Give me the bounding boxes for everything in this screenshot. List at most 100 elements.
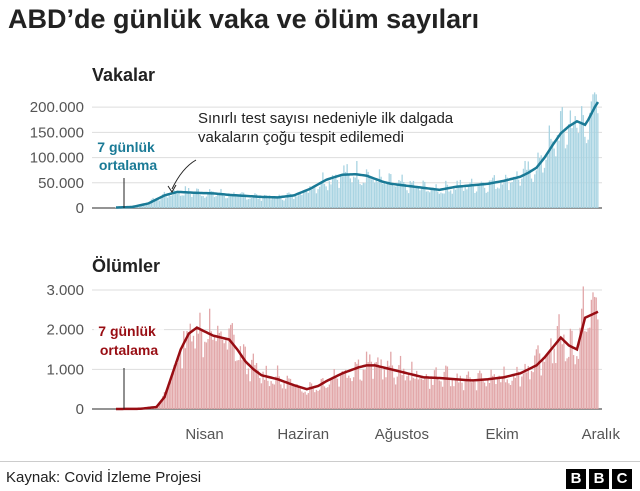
deaths-daily-bar xyxy=(192,335,195,409)
deaths-daily-bar xyxy=(462,390,465,409)
cases-annotation-arrow xyxy=(171,159,197,190)
cases-daily-bar xyxy=(330,184,332,208)
cases-daily-bar xyxy=(483,187,486,208)
cases-daily-bar xyxy=(217,193,219,208)
deaths-daily-bar xyxy=(568,356,570,409)
cases-daily-bar xyxy=(433,190,436,208)
cases-daily-bar xyxy=(569,110,572,208)
deaths-daily-bar xyxy=(576,356,578,409)
deaths-daily-bar xyxy=(566,358,568,409)
cases-daily-bar xyxy=(218,192,221,208)
deaths-y-tick-label: 1.000 xyxy=(46,361,84,378)
deaths-daily-bar xyxy=(204,341,206,409)
deaths-daily-bar xyxy=(503,366,505,409)
cases-daily-bar xyxy=(568,123,570,208)
cases-daily-bar xyxy=(286,193,288,208)
cases-daily-bar xyxy=(359,184,361,208)
cases-daily-bar xyxy=(364,183,366,208)
cases-daily-bar xyxy=(503,181,505,208)
cases-daily-bar xyxy=(466,189,468,208)
deaths-daily-bar xyxy=(259,378,261,409)
cases-y-tick-label: 0 xyxy=(76,200,84,217)
deaths-daily-bar xyxy=(435,367,437,409)
cases-daily-bar xyxy=(479,184,481,208)
deaths-daily-bar xyxy=(505,382,507,409)
deaths-daily-bar xyxy=(299,388,301,409)
cases-daily-bar xyxy=(296,196,298,208)
deaths-daily-bar xyxy=(207,339,209,409)
deaths-daily-bar xyxy=(401,375,403,409)
cases-daily-bar xyxy=(262,197,264,208)
deaths-daily-bar xyxy=(380,359,382,409)
cases-daily-bar xyxy=(152,197,154,208)
deaths-daily-bar xyxy=(373,362,376,409)
cases-daily-bar xyxy=(215,196,217,208)
cases-daily-bar xyxy=(375,180,377,208)
cases-daily-bar xyxy=(534,174,536,208)
deaths-daily-bar xyxy=(352,377,355,409)
cases-daily-bar xyxy=(542,172,544,208)
cases-daily-bar xyxy=(361,185,363,208)
cases-daily-bar xyxy=(289,193,292,208)
cases-daily-bar xyxy=(323,183,326,208)
cases-daily-bar xyxy=(564,148,567,208)
cases-daily-bar xyxy=(559,111,562,208)
cases-daily-bar xyxy=(210,191,212,208)
cases-daily-bar xyxy=(471,178,473,208)
deaths-daily-bar xyxy=(474,380,476,409)
cases-daily-bar xyxy=(223,195,225,208)
cases-daily-bar xyxy=(563,132,565,208)
cases-daily-bar xyxy=(496,187,499,208)
cases-daily-bar xyxy=(181,195,183,208)
deaths-daily-bar xyxy=(340,375,342,409)
cases-daily-bar xyxy=(469,182,471,208)
cases-daily-bar xyxy=(492,177,494,208)
deaths-daily-bar xyxy=(500,382,502,409)
cases-daily-bar xyxy=(230,195,232,208)
deaths-daily-bar xyxy=(348,375,350,409)
deaths-daily-bar xyxy=(170,381,172,409)
deaths-daily-bar xyxy=(582,286,584,409)
cases-daily-bar xyxy=(369,176,371,208)
deaths-daily-bar xyxy=(574,364,576,409)
bbc-logo: B B C xyxy=(566,469,632,489)
deaths-daily-bar xyxy=(577,358,580,409)
cases-daily-bar xyxy=(142,204,144,208)
deaths-daily-bar xyxy=(178,354,180,409)
deaths-daily-bar xyxy=(547,353,549,409)
cases-daily-bar xyxy=(349,178,352,208)
deaths-daily-bar xyxy=(509,384,512,409)
deaths-daily-bar xyxy=(200,331,203,409)
cases-daily-bar xyxy=(115,207,117,208)
cases-daily-bar xyxy=(390,174,392,208)
cases-daily-bar xyxy=(537,152,539,208)
cases-daily-bar xyxy=(407,193,410,208)
cases-daily-bar xyxy=(576,127,578,208)
deaths-daily-bar xyxy=(537,345,539,409)
deaths-daily-bar xyxy=(466,374,468,409)
cases-daily-bar xyxy=(212,191,214,208)
deaths-daily-bar xyxy=(310,383,313,409)
cases-daily-bar xyxy=(416,186,418,208)
deaths-daily-bar xyxy=(270,381,272,409)
cases-daily-bar xyxy=(571,128,573,208)
deaths-daily-bar xyxy=(331,379,334,409)
deaths-daily-bar xyxy=(294,384,297,409)
deaths-daily-bar xyxy=(440,381,442,409)
deaths-daily-bar xyxy=(189,323,191,409)
cases-daily-bar xyxy=(574,116,576,208)
cases-daily-bar xyxy=(301,194,303,208)
cases-daily-bar xyxy=(175,191,177,208)
deaths-daily-bar xyxy=(341,371,343,409)
cases-daily-bar xyxy=(241,192,243,208)
cases-daily-bar xyxy=(255,194,258,208)
deaths-daily-bar xyxy=(496,377,499,409)
cases-daily-bar xyxy=(409,181,411,208)
cases-daily-bar xyxy=(519,185,521,208)
deaths-daily-bar xyxy=(362,369,364,409)
cases-daily-bar xyxy=(477,184,479,208)
cases-daily-bar xyxy=(482,182,484,208)
cases-daily-bar xyxy=(430,187,432,208)
deaths-daily-bar xyxy=(390,351,392,409)
deaths-daily-bar xyxy=(404,380,407,409)
